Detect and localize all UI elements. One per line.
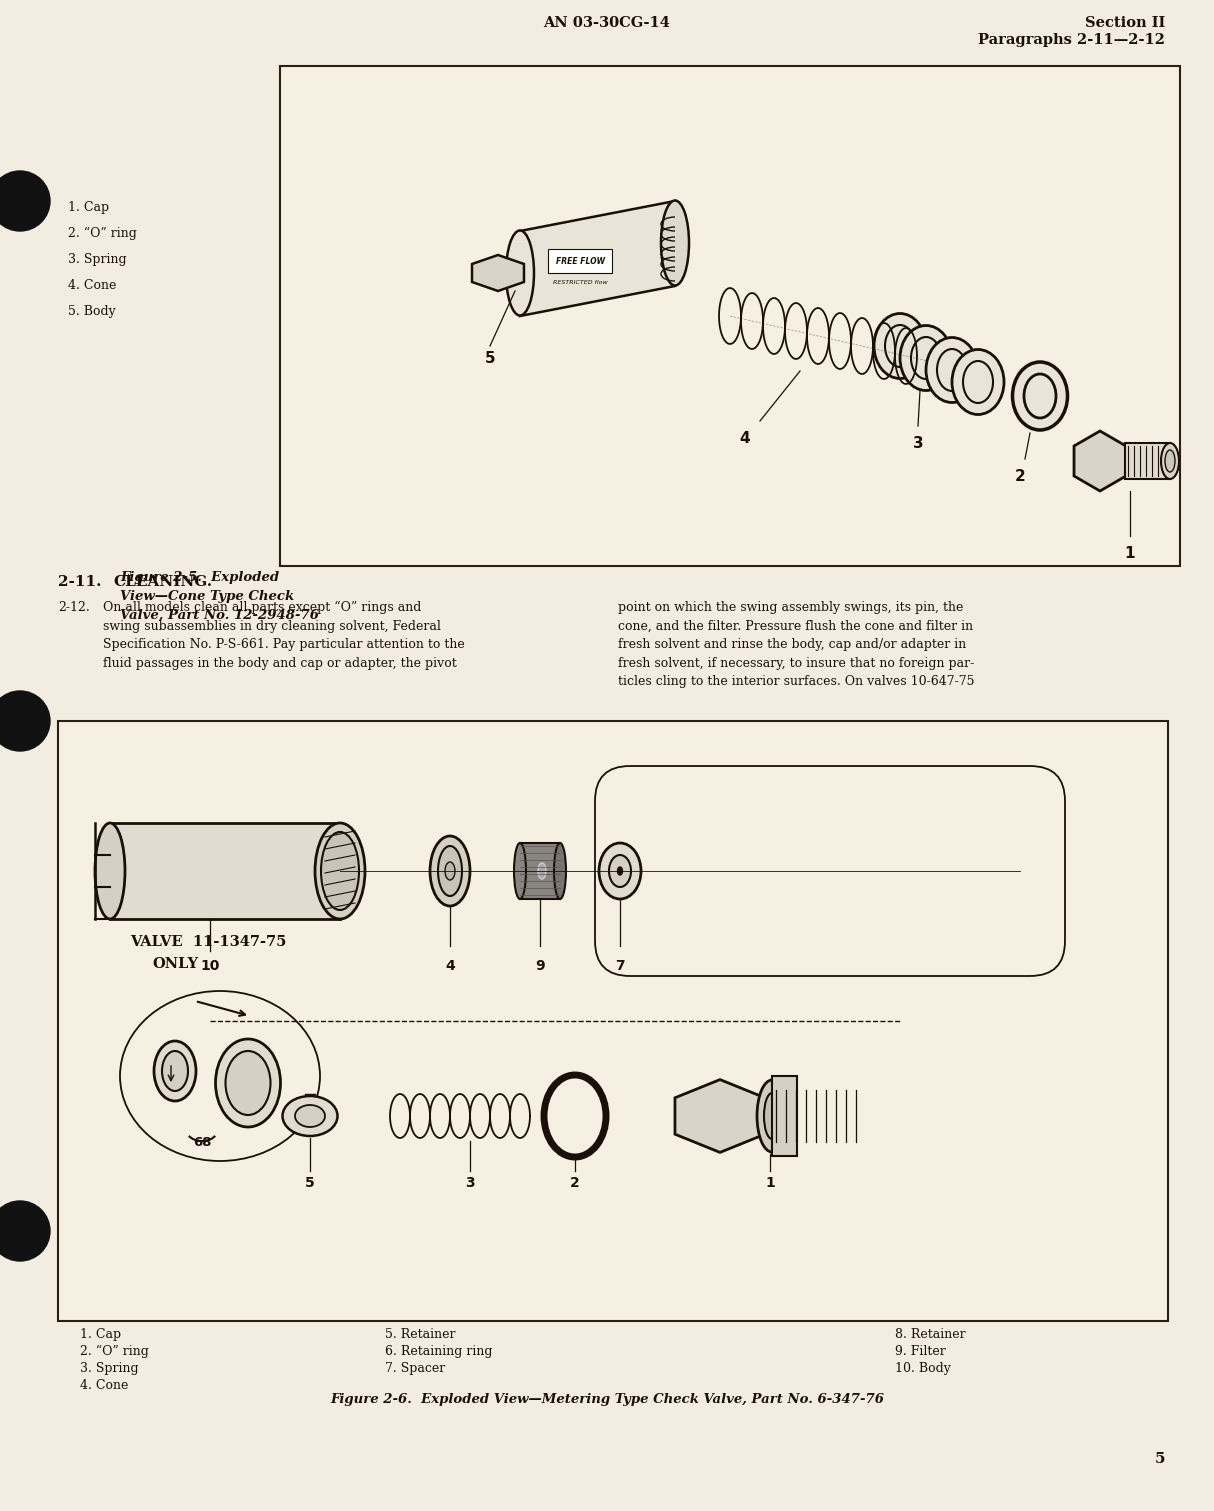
Ellipse shape — [554, 843, 566, 899]
Text: RESTRICTED flow: RESTRICTED flow — [552, 281, 607, 286]
Bar — [280, 66, 1180, 567]
Ellipse shape — [599, 843, 641, 899]
Text: 2. “O” ring: 2. “O” ring — [68, 227, 137, 240]
Text: Section II: Section II — [1085, 17, 1165, 30]
Ellipse shape — [926, 337, 978, 402]
Text: Figure 2-5.  Exploded
View—Cone Type Check
Valve, Part No. 12-2948-76: Figure 2-5. Exploded View—Cone Type Chec… — [120, 571, 319, 623]
Bar — [520, 843, 560, 899]
Bar — [110, 823, 340, 919]
Ellipse shape — [161, 1052, 188, 1091]
Ellipse shape — [320, 833, 359, 910]
Text: ONLY: ONLY — [152, 956, 198, 972]
Ellipse shape — [506, 231, 534, 316]
Text: 5: 5 — [305, 1176, 314, 1191]
Text: 5: 5 — [484, 351, 495, 366]
Text: 4: 4 — [739, 431, 750, 446]
Ellipse shape — [758, 1080, 787, 1151]
Text: CLEANING.: CLEANING. — [113, 576, 212, 589]
Bar — [772, 1076, 798, 1156]
Polygon shape — [1074, 431, 1125, 491]
Text: point on which the swing assembly swings, its pin, the
cone, and the filter. Pre: point on which the swing assembly swings… — [618, 601, 975, 688]
Bar — [1125, 443, 1170, 479]
Text: 3. Spring: 3. Spring — [68, 252, 126, 266]
Text: 2-11.: 2-11. — [58, 576, 112, 589]
Circle shape — [0, 1201, 50, 1262]
Ellipse shape — [538, 863, 546, 879]
Polygon shape — [520, 201, 675, 316]
Bar — [58, 721, 1168, 1321]
Ellipse shape — [154, 1041, 195, 1102]
Text: 4. Cone: 4. Cone — [80, 1380, 129, 1392]
Circle shape — [0, 171, 50, 231]
Text: 5: 5 — [1155, 1452, 1165, 1466]
Text: 6. Retaining ring: 6. Retaining ring — [385, 1345, 493, 1358]
Ellipse shape — [314, 823, 365, 919]
Ellipse shape — [963, 361, 993, 403]
Text: On all models clean all parts except “O” rings and
swing subassemblies in dry cl: On all models clean all parts except “O”… — [103, 601, 465, 669]
Ellipse shape — [885, 325, 915, 367]
Polygon shape — [675, 1079, 765, 1153]
Text: 3. Spring: 3. Spring — [80, 1361, 138, 1375]
Text: 2-12.: 2-12. — [58, 601, 90, 613]
Ellipse shape — [438, 846, 463, 896]
Text: VALVE  11-1347-75: VALVE 11-1347-75 — [130, 935, 287, 949]
Text: 2. “O” ring: 2. “O” ring — [80, 1345, 149, 1358]
Ellipse shape — [764, 1092, 781, 1139]
Text: 3: 3 — [913, 437, 924, 450]
Ellipse shape — [295, 1105, 325, 1127]
Text: 9: 9 — [535, 959, 545, 973]
Ellipse shape — [910, 337, 941, 379]
Text: 5. Body: 5. Body — [68, 305, 115, 317]
Text: 1. Cap: 1. Cap — [68, 201, 109, 215]
Text: 9. Filter: 9. Filter — [895, 1345, 946, 1358]
Circle shape — [0, 691, 50, 751]
Ellipse shape — [874, 313, 926, 378]
Ellipse shape — [1161, 443, 1179, 479]
Text: 10. Body: 10. Body — [895, 1361, 951, 1375]
Text: 2: 2 — [1015, 468, 1026, 484]
Text: 68: 68 — [193, 1136, 211, 1148]
Text: Figure 2-6.  Exploded View—Metering Type Check Valve, Part No. 6-347-76: Figure 2-6. Exploded View—Metering Type … — [330, 1393, 884, 1407]
Ellipse shape — [660, 201, 690, 286]
Text: 1. Cap: 1. Cap — [80, 1328, 121, 1340]
Ellipse shape — [430, 836, 470, 907]
Text: 2: 2 — [571, 1176, 580, 1191]
Ellipse shape — [1165, 450, 1175, 471]
Ellipse shape — [226, 1052, 271, 1115]
Text: 10: 10 — [200, 959, 220, 973]
Ellipse shape — [900, 325, 952, 390]
Text: 4: 4 — [446, 959, 455, 973]
Ellipse shape — [446, 861, 455, 879]
Text: 5. Retainer: 5. Retainer — [385, 1328, 455, 1340]
Ellipse shape — [952, 349, 1004, 414]
Text: FREE FLOW: FREE FLOW — [556, 257, 605, 266]
Ellipse shape — [95, 823, 125, 919]
Ellipse shape — [216, 1040, 280, 1127]
Ellipse shape — [618, 867, 623, 875]
Text: 8. Retainer: 8. Retainer — [895, 1328, 965, 1340]
Text: 3: 3 — [465, 1176, 475, 1191]
Text: AN 03-30CG-14: AN 03-30CG-14 — [544, 17, 670, 30]
Ellipse shape — [283, 1095, 337, 1136]
Ellipse shape — [1012, 363, 1067, 431]
Text: 1: 1 — [1124, 545, 1135, 561]
Polygon shape — [472, 255, 524, 292]
Text: 7: 7 — [615, 959, 625, 973]
Text: 1: 1 — [765, 1176, 775, 1191]
Text: 4. Cone: 4. Cone — [68, 280, 117, 292]
Text: 7. Spacer: 7. Spacer — [385, 1361, 446, 1375]
Ellipse shape — [609, 855, 631, 887]
Text: Paragraphs 2-11—2-12: Paragraphs 2-11—2-12 — [978, 33, 1165, 47]
Ellipse shape — [514, 843, 526, 899]
Ellipse shape — [1023, 375, 1056, 419]
Ellipse shape — [937, 349, 968, 391]
